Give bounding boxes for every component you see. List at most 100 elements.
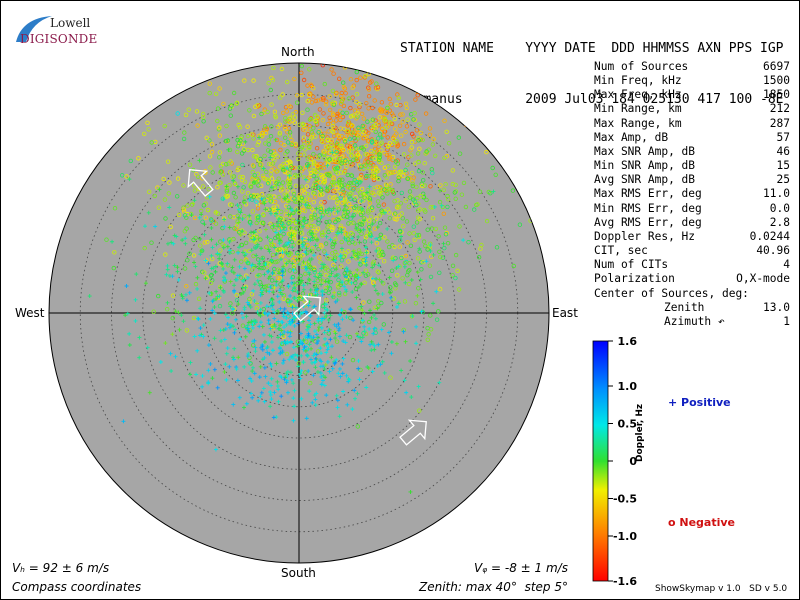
lowell-digisonde-logo: Lowell DIGISONDE: [8, 10, 97, 50]
source-point-negative: [292, 199, 297, 204]
source-point-negative: [283, 246, 288, 251]
source-point-positive: [319, 351, 324, 356]
source-point-positive: [319, 277, 324, 282]
source-point-negative: [438, 183, 443, 188]
source-point-positive: [307, 162, 312, 167]
source-point-negative: [330, 88, 336, 94]
source-point-positive: [222, 337, 227, 342]
source-point-positive: [239, 311, 244, 316]
source-point-negative: [422, 160, 427, 166]
source-point-positive: [272, 316, 277, 321]
source-point-positive: [315, 318, 320, 323]
source-point-positive: [287, 357, 292, 362]
source-point-positive: [417, 246, 422, 251]
source-point-positive: [262, 311, 267, 316]
source-point-positive: [410, 314, 415, 319]
source-point-negative: [353, 157, 359, 162]
source-point-negative: [335, 283, 340, 288]
source-point-negative: [240, 189, 245, 194]
source-point-positive: [212, 367, 217, 372]
source-point-negative: [316, 221, 321, 226]
colorbar-tick-label: -1.0: [613, 530, 637, 543]
source-point-negative: [206, 186, 211, 192]
stat-value: 25: [776, 173, 790, 187]
source-point-positive: [333, 299, 338, 304]
source-point-positive: [257, 135, 262, 140]
source-point-positive: [348, 307, 353, 312]
zenith-value: 13.0: [763, 300, 790, 314]
source-point-negative: [337, 165, 342, 170]
source-point-negative: [414, 202, 419, 208]
source-point-negative: [238, 138, 243, 143]
source-point-negative: [209, 149, 215, 155]
source-point-positive: [306, 270, 311, 275]
source-point-positive: [324, 252, 329, 257]
source-point-negative: [330, 179, 335, 185]
source-point-positive: [246, 328, 251, 333]
source-point-positive: [307, 342, 312, 347]
stat-label: Max Amp, dB: [594, 130, 669, 144]
source-point-negative: [326, 144, 331, 149]
source-point-negative: [234, 101, 239, 106]
source-point-positive: [306, 369, 311, 374]
source-point-positive: [399, 368, 404, 373]
source-point-negative: [308, 136, 314, 141]
source-point-negative: [303, 127, 308, 133]
source-point-positive: [285, 194, 290, 199]
source-point-positive: [207, 194, 212, 199]
source-point-positive: [262, 399, 267, 404]
source-point-positive: [214, 242, 219, 247]
source-point-negative: [301, 241, 306, 246]
source-point-positive: [242, 253, 247, 258]
source-point-positive: [283, 196, 288, 201]
stat-value: 46: [776, 144, 790, 158]
source-point-negative: [220, 242, 225, 247]
source-point-negative: [278, 140, 284, 146]
source-point-positive: [233, 317, 238, 322]
source-point-negative: [184, 215, 189, 220]
source-point-negative: [389, 170, 394, 175]
source-point-negative: [297, 122, 302, 127]
source-point-negative: [284, 156, 289, 162]
vh-arrow: [293, 295, 321, 322]
source-point-positive: [127, 342, 132, 347]
source-point-negative: [354, 59, 358, 63]
source-point-positive: [303, 348, 308, 353]
source-point-negative: [192, 215, 198, 221]
source-point-negative: [389, 111, 395, 116]
source-point-negative: [405, 117, 410, 122]
source-point-negative: [300, 291, 306, 296]
source-point-negative: [330, 244, 335, 249]
source-point-positive: [146, 210, 151, 215]
source-point-negative: [355, 424, 360, 429]
source-point-positive: [335, 298, 340, 303]
source-point-positive: [265, 235, 270, 240]
source-point-negative: [296, 156, 301, 162]
source-point-positive: [241, 200, 246, 205]
source-point-negative: [419, 267, 424, 272]
source-point-positive: [292, 285, 297, 290]
source-point-negative: [325, 135, 330, 140]
source-point-negative: [493, 172, 498, 177]
source-point-positive: [341, 339, 346, 344]
source-point-negative: [297, 165, 302, 170]
source-point-positive: [322, 305, 327, 310]
source-point-negative: [370, 155, 375, 161]
source-point-positive: [316, 275, 321, 280]
source-point-negative: [265, 179, 271, 184]
source-point-negative: [243, 240, 249, 246]
source-point-positive: [409, 395, 414, 400]
source-point-positive: [257, 213, 262, 218]
source-point-positive: [223, 326, 228, 331]
source-point-negative: [440, 204, 445, 210]
source-point-negative: [362, 239, 368, 244]
source-point-negative: [250, 267, 255, 272]
source-point-negative: [213, 221, 219, 226]
source-point-positive: [273, 324, 278, 329]
source-point-positive: [351, 318, 356, 323]
source-point-negative: [373, 122, 378, 127]
source-point-negative: [359, 111, 365, 117]
source-point-negative: [162, 123, 167, 129]
source-point-negative: [247, 296, 252, 302]
source-point-negative: [376, 303, 381, 309]
